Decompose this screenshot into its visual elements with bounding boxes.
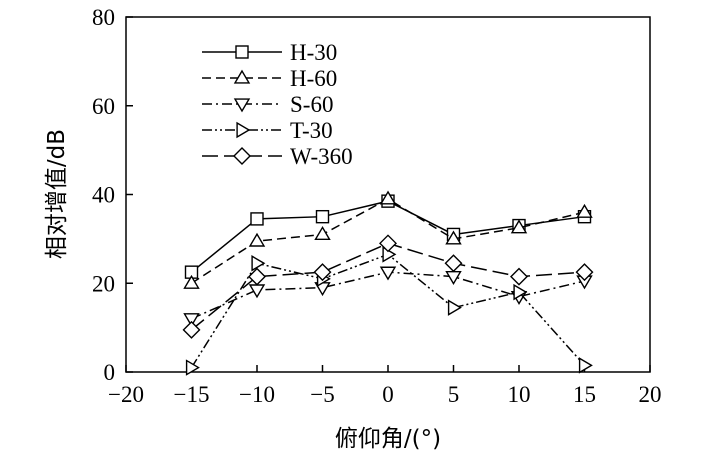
x-axis-ticks: −20 −15 −10 −5 0 5 10 15 20	[108, 365, 662, 407]
data-point	[379, 190, 397, 205]
legend-label: H-60	[290, 66, 337, 91]
data-point	[315, 209, 330, 224]
legend-entry: H-60	[202, 66, 337, 91]
data-point	[248, 232, 266, 247]
data-point	[250, 212, 264, 226]
data-point	[233, 98, 251, 113]
data-point	[251, 255, 266, 272]
x-tick-label: −15	[174, 382, 210, 407]
x-tick-label: 0	[382, 382, 394, 407]
data-point	[379, 266, 397, 281]
y-tick-label: 20	[92, 271, 115, 296]
legend: H-30H-60S-60T-30W-360	[202, 40, 353, 169]
data-point	[313, 263, 332, 282]
y-axis-ticks: 0 20 40 60 80	[92, 5, 133, 385]
data-point	[235, 45, 249, 59]
data-point	[510, 267, 528, 286]
legend-entry: W-360	[202, 144, 353, 169]
data-point	[248, 267, 266, 286]
y-tick-label: 60	[92, 94, 115, 119]
series-layer	[182, 190, 594, 376]
data-point	[578, 357, 593, 374]
data-point	[182, 320, 201, 339]
x-tick-label: −20	[108, 382, 144, 407]
x-tick-label: −5	[310, 382, 334, 407]
data-point	[233, 69, 251, 84]
legend-entry: S-60	[202, 92, 333, 117]
legend-label: H-30	[290, 40, 337, 65]
data-point	[183, 274, 200, 289]
legend-label: S-60	[290, 92, 333, 117]
x-tick-label: 15	[573, 382, 596, 407]
legend-entry: T-30	[202, 118, 333, 143]
x-tick-label: −10	[239, 382, 275, 407]
legend-label: W-360	[290, 144, 353, 169]
series-t-30	[185, 246, 593, 376]
x-axis-label: 俯仰角/(°)	[335, 426, 441, 452]
data-point	[510, 219, 528, 234]
data-point	[445, 230, 462, 245]
y-tick-label: 80	[92, 5, 115, 30]
data-point	[575, 263, 594, 282]
legend-label: T-30	[290, 118, 333, 143]
x-tick-label: 10	[508, 382, 531, 407]
data-point	[183, 313, 200, 328]
data-point	[233, 147, 251, 165]
series-h-60	[183, 190, 593, 289]
data-point	[576, 203, 593, 218]
y-tick-label: 40	[92, 183, 115, 208]
data-point	[513, 283, 528, 301]
data-point	[447, 299, 462, 316]
series-s-60	[183, 266, 593, 328]
data-point	[379, 234, 397, 253]
x-tick-label: 5	[448, 382, 460, 407]
series-w-360	[182, 234, 594, 339]
y-tick-label: 0	[104, 360, 116, 385]
y-axis-label: 相对增值/dB	[44, 129, 70, 259]
legend-entry: H-30	[202, 40, 337, 65]
data-point	[236, 121, 251, 139]
x-tick-label: 20	[639, 382, 662, 407]
data-point	[314, 226, 331, 241]
data-point	[444, 254, 463, 273]
data-point	[248, 284, 266, 299]
data-point	[185, 359, 200, 376]
